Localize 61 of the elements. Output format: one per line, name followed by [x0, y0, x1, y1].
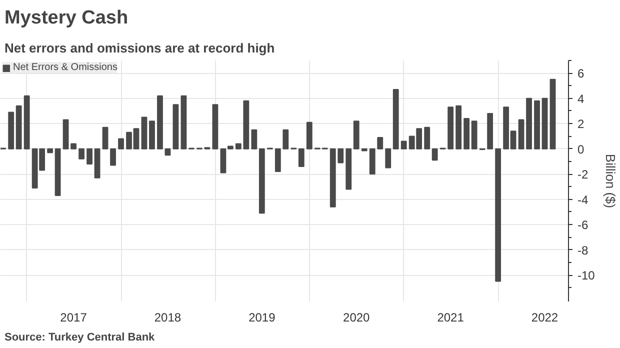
bar: [353, 120, 360, 150]
bar: [306, 122, 312, 150]
bar: [392, 89, 399, 150]
chart-subtitle: Net errors and omissions are at record high: [4, 40, 275, 56]
chart-title: Mystery Cash: [4, 8, 128, 28]
bar: [62, 119, 69, 150]
bar: [518, 119, 524, 150]
x-tick-label: 2020: [343, 310, 370, 324]
x-tick-label: 2022: [531, 310, 558, 324]
bar: [157, 95, 163, 150]
x-tick-label: 2019: [248, 310, 276, 324]
bar: [16, 105, 22, 150]
bar: [172, 104, 179, 150]
y-tick-label: 4: [578, 92, 584, 106]
y-axis-title: Billion ($): [602, 154, 618, 208]
bar: [456, 105, 462, 150]
y-tick-label: 2: [578, 117, 584, 132]
bar: [550, 78, 556, 150]
y-tick-label: -6: [578, 218, 588, 232]
y-tick-label: 6: [578, 66, 584, 81]
y-tick-label: -2: [578, 168, 588, 182]
bar: [424, 126, 430, 150]
bar: [258, 148, 265, 214]
bar: [298, 148, 304, 167]
bar: [47, 148, 53, 154]
x-tick-label: 2017: [60, 310, 88, 324]
x-tick-label: 2018: [154, 310, 182, 324]
bar: [164, 148, 171, 156]
bar: [141, 116, 148, 150]
bar: [8, 112, 14, 150]
y-tick-label: -8: [578, 243, 588, 258]
bar: [400, 140, 407, 150]
bar: [542, 98, 548, 150]
bar: [102, 126, 108, 150]
y-tick-label: -4: [578, 192, 588, 207]
bar: [464, 118, 470, 150]
bar: [149, 120, 155, 150]
bar: [212, 104, 218, 150]
bar: [94, 148, 100, 178]
source-note: Source: Turkey Central Bank: [4, 332, 156, 344]
bar: [471, 120, 478, 150]
bar: [432, 148, 438, 161]
bar: [110, 148, 116, 166]
y-tick-label: -10: [578, 268, 596, 283]
bar: [526, 98, 532, 150]
bar: [251, 129, 258, 150]
bar: [78, 148, 84, 160]
bar: [86, 148, 92, 164]
bar: [346, 148, 352, 190]
bar: [534, 100, 540, 150]
bar: [385, 148, 392, 168]
legend-label: Net Errors & Omissions: [13, 62, 118, 73]
bar: [495, 148, 501, 282]
x-tick-label: 2021: [437, 310, 464, 324]
bar: [180, 95, 187, 150]
bar: [24, 95, 30, 150]
y-tick-label: 0: [578, 142, 584, 156]
bar: [54, 148, 61, 196]
bar: [487, 112, 493, 150]
bar: [70, 143, 76, 150]
bar: [118, 138, 124, 150]
